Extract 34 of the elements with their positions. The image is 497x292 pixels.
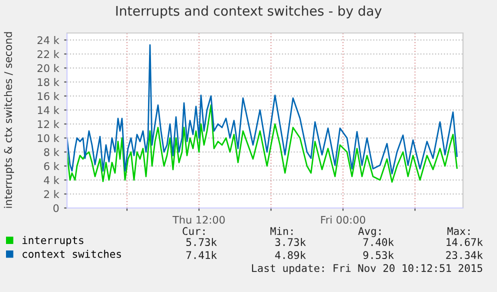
text: 5.73k [186,238,217,246]
y-tick-label: 2 k [44,190,60,198]
x-tick-label: Fri 00:00 [321,216,366,224]
y-tick-label: 14 k [38,106,60,114]
y-tick-label: 4 k [44,176,60,184]
legend-label: context switches [22,250,121,258]
y-axis-title: interrupts & ctx switches / second [4,32,14,208]
y-tick-label: 20 k [38,64,60,72]
text: Last update: Fri Nov 20 10:12:51 2015 [252,264,482,274]
y-tick-label: 22 k [38,50,60,58]
y-tick-label: 8 k [44,148,60,156]
line-series [67,104,458,183]
text: 23.34k [446,250,483,260]
text: Cur: [182,227,205,236]
text: 7.40k [363,238,394,246]
y-tick-label: 16 k [38,92,60,100]
text: 14.67k [446,238,483,246]
text: 3.73k [275,238,306,246]
text: Max: [447,227,470,236]
text: 7.41k [186,250,217,259]
text: 9.53k [363,250,394,260]
text: Avg: [358,227,381,238]
legend-label: interrupts [22,236,84,246]
x-tick-label: Thu 12:00 [172,216,225,224]
y-tick-label: 10 k [38,134,60,142]
text: 4.89k [275,250,306,260]
y-tick-label: 12 k [38,120,60,128]
text: Min: [270,226,293,235]
y-tick-label: 18 k [38,78,60,86]
y-tick-label: 24 k [38,36,60,44]
y-tick-label: 6 k [44,162,60,170]
chart-title: Interrupts and context switches - by day [116,6,382,18]
y-tick-label: 0 [53,204,59,212]
line-series [67,44,458,174]
